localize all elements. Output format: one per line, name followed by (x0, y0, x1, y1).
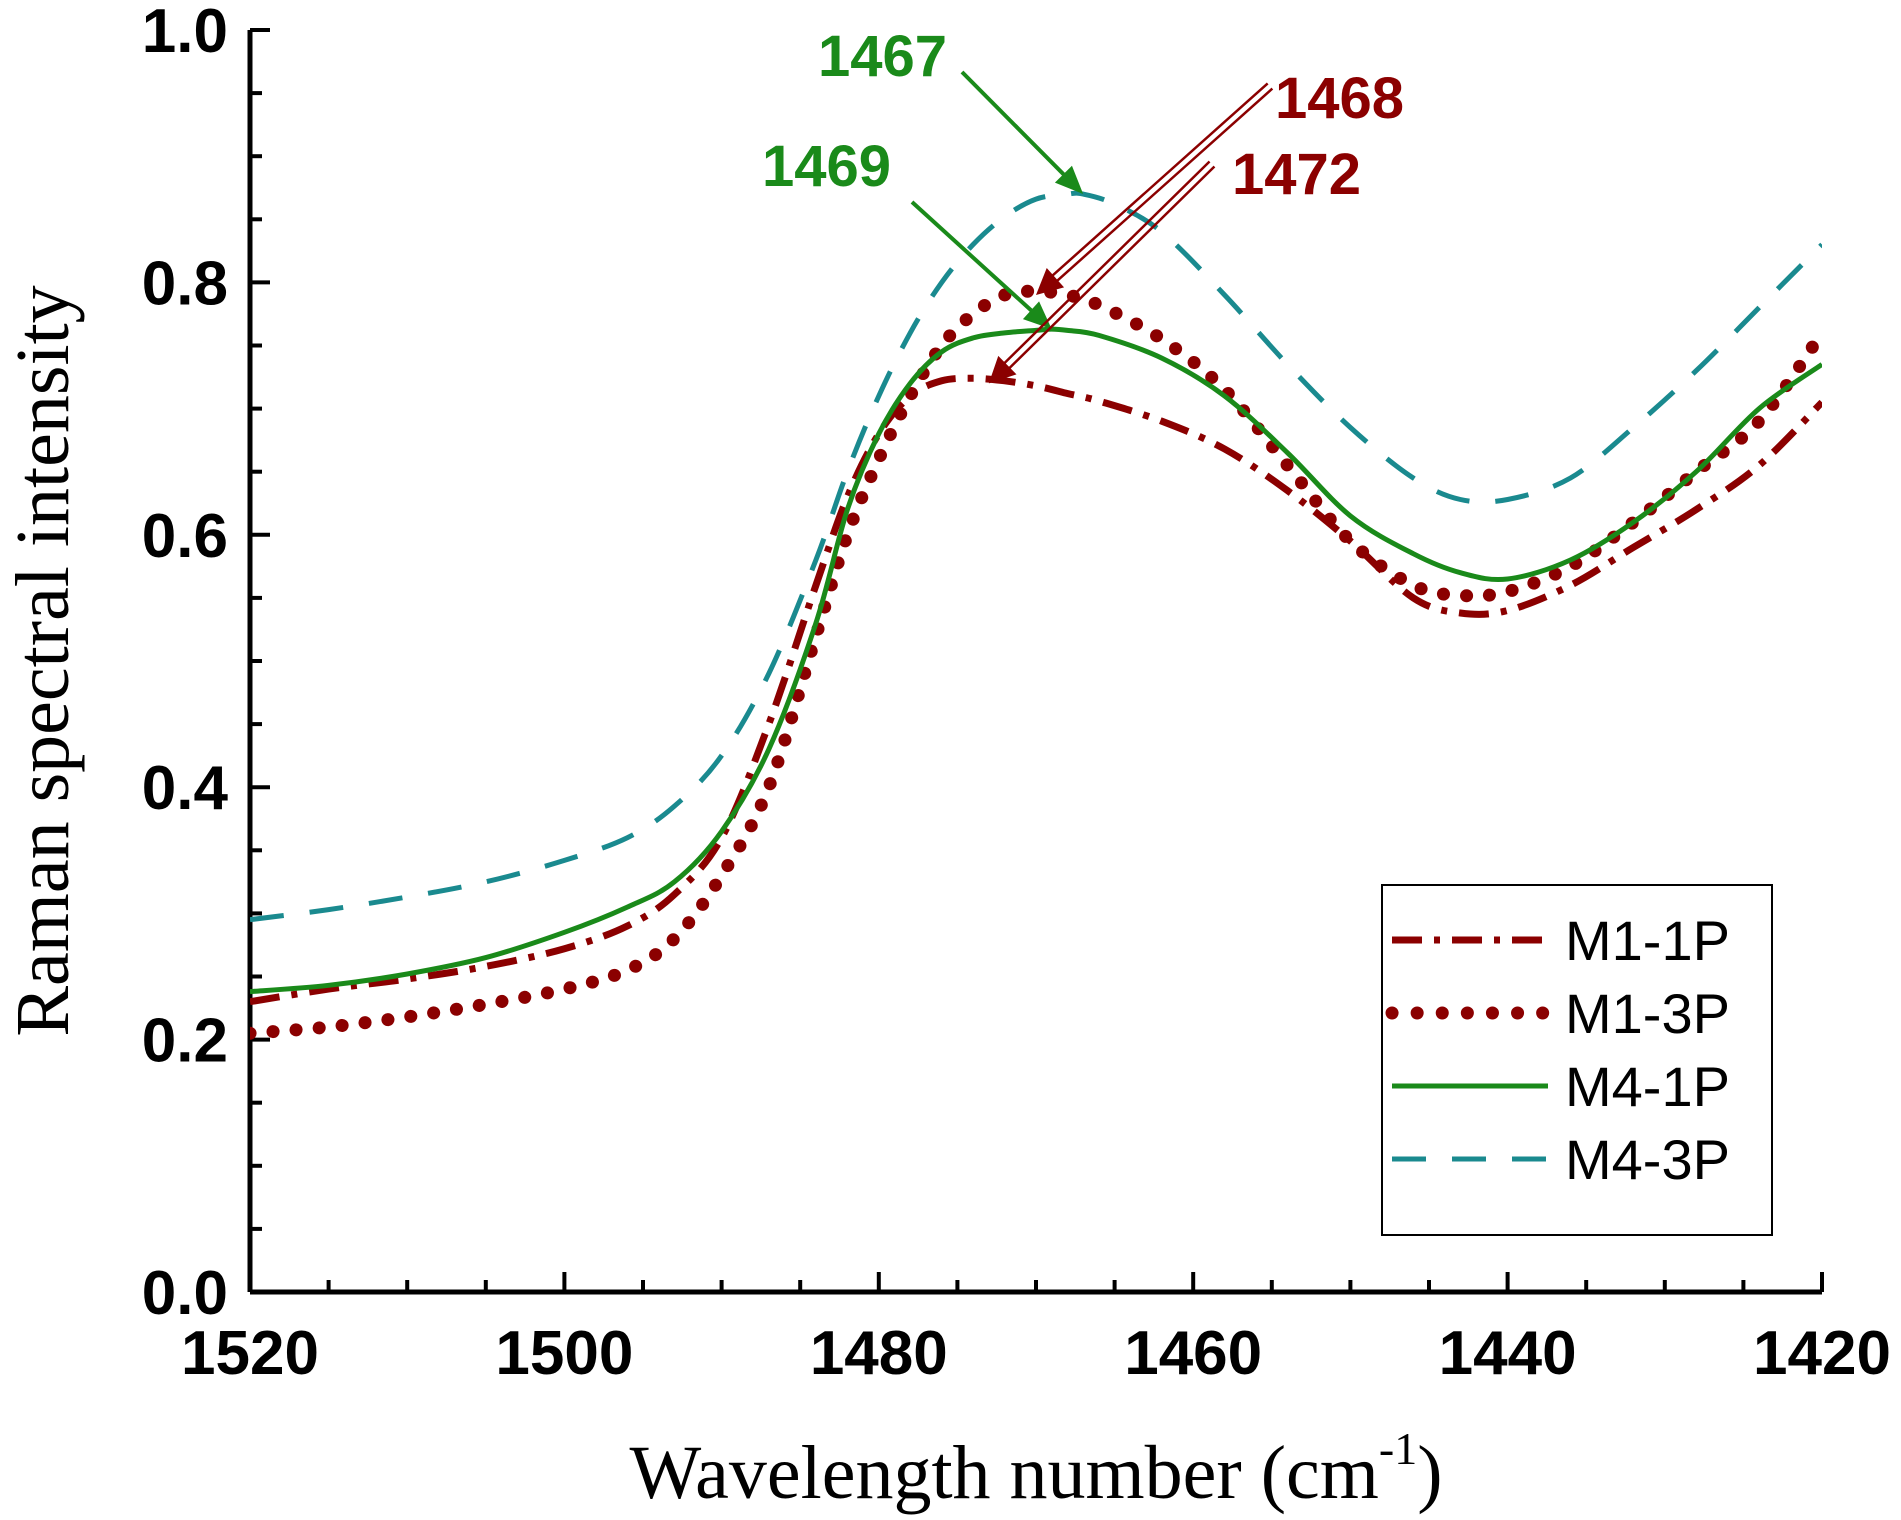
annotation-arrowhead-1472 (988, 355, 1017, 384)
legend-label-m1-3p: M1-3P (1565, 982, 1730, 1045)
legend-label-m1-1p: M1-1P (1565, 909, 1730, 972)
annotation-arrow-1468 (1047, 82, 1269, 281)
x-tick-label: 1460 (1124, 1319, 1262, 1388)
x-tick-label: 1480 (810, 1319, 948, 1388)
legend-label-m4-1p: M4-1P (1565, 1055, 1730, 1118)
y-tick-label: 1.0 (142, 0, 228, 66)
annotation-label-1467: 1467 (818, 24, 947, 89)
y-tick-label: 0.4 (142, 754, 229, 823)
x-axis-title-main: Wavelength number (cm (629, 1431, 1378, 1515)
annotation-arrow-1468-inner (1052, 87, 1274, 286)
annotation-arrow-1472-inner (1004, 165, 1216, 373)
legend: M1-1P M1-3P M4-1P M4-3P (1381, 884, 1773, 1236)
annotation-label-1472: 1472 (1232, 142, 1361, 207)
x-axis-title-close: ) (1417, 1431, 1442, 1515)
legend-items: M1-1P M1-3P M4-1P M4-3P (1385, 909, 1730, 1191)
series-m1-3p (250, 284, 1822, 1040)
x-tick-label: 1520 (181, 1319, 319, 1388)
series-m4-1p (250, 326, 1822, 995)
annotation-layer: 1467 1469 1468 1472 (762, 24, 1404, 384)
series-m4-3p (250, 190, 1822, 923)
x-tick-label: 1500 (495, 1319, 633, 1388)
x-axis-title: Wavelength number (cm-1) (629, 1423, 1442, 1515)
annotation-arrow-1472 (999, 160, 1211, 368)
y-tick-label: 0.0 (142, 1259, 228, 1328)
annotation-label-1469: 1469 (762, 134, 891, 199)
x-tick-label: 1420 (1753, 1319, 1891, 1388)
annotation-arrow-1467 (960, 70, 1070, 180)
y-tick-label: 0.6 (142, 502, 228, 571)
annotation-arrowhead-1467 (1054, 165, 1084, 195)
y-tick-label: 0.8 (142, 249, 228, 318)
x-axis-title-superscript: -1 (1379, 1423, 1417, 1474)
legend-label-m4-3p: M4-3P (1565, 1128, 1730, 1191)
annotation-label-1468: 1468 (1275, 66, 1404, 131)
axis-ticks (248, 28, 1824, 1294)
legend-box (1381, 884, 1773, 1236)
axis-tick-labels: 0.0 0.2 0.4 0.6 0.8 1.0 1520 1500 1480 1460 1440 14… (142, 0, 1891, 1388)
annotation-arrowhead-1468 (1036, 268, 1065, 296)
y-tick-label: 0.2 (142, 1007, 228, 1076)
annotation-arrow-1469 (910, 200, 1037, 316)
y-axis-title: Raman spectral intensity (1, 285, 85, 1036)
x-tick-label: 1440 (1439, 1319, 1577, 1388)
